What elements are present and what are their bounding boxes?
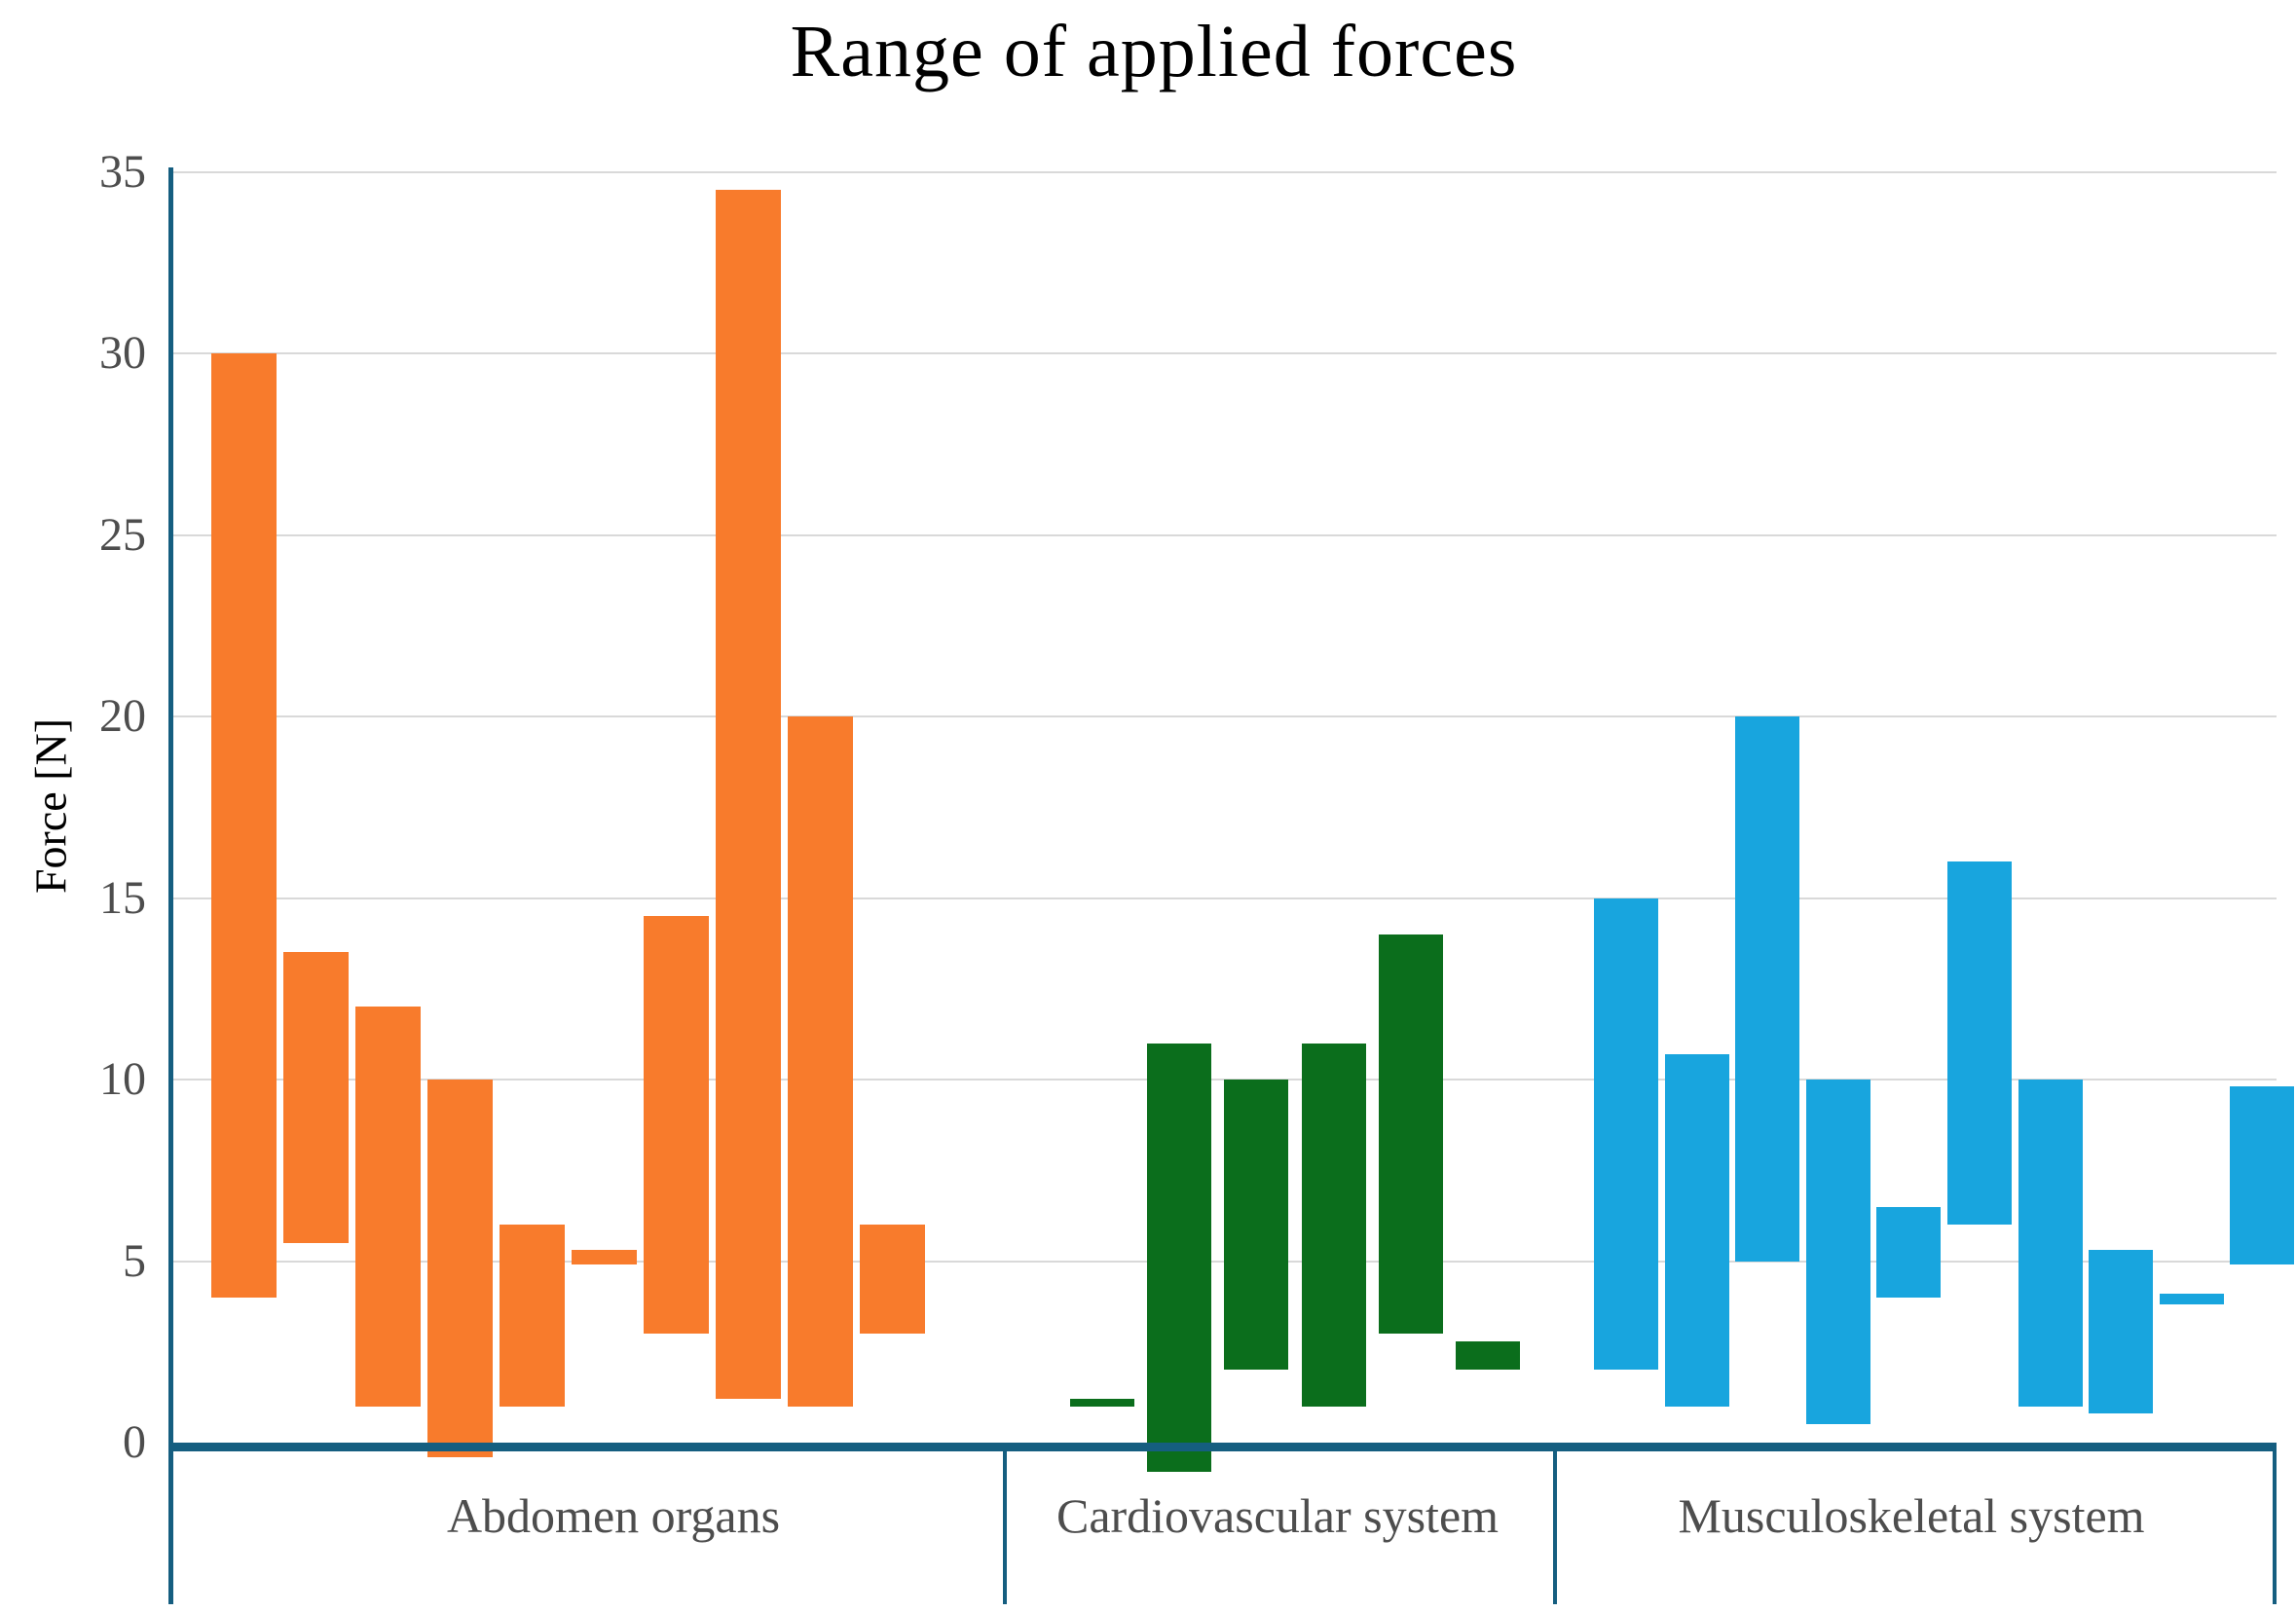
- range-bar: [1594, 898, 1658, 1371]
- y-tick-label: 35: [99, 145, 146, 198]
- y-axis-line: [168, 167, 173, 1604]
- zero-axis-line: [173, 1443, 2277, 1451]
- range-bar: [860, 1225, 925, 1335]
- category-label: Musculoskeletal system: [1678, 1488, 2145, 1543]
- range-bar: [2018, 1080, 2083, 1407]
- category-divider: [2273, 1451, 2277, 1604]
- range-bar: [2159, 1294, 2224, 1305]
- y-tick-label: 25: [99, 508, 146, 561]
- y-tick-label: 5: [123, 1234, 146, 1287]
- category-divider: [1553, 1451, 1557, 1604]
- category-divider: [1003, 1451, 1007, 1604]
- range-bar: [355, 1007, 421, 1407]
- range-bar: [788, 716, 853, 1407]
- range-bar: [1224, 1080, 1289, 1371]
- range-bar: [1147, 1043, 1212, 1472]
- gridline: [173, 715, 2277, 717]
- y-tick-label: 20: [99, 690, 146, 742]
- range-bar: [211, 353, 277, 1298]
- range-bar: [1456, 1340, 1520, 1371]
- range-bar: [572, 1250, 637, 1265]
- range-bar: [1876, 1206, 1942, 1298]
- range-bar: [283, 952, 349, 1243]
- gridline: [173, 533, 2277, 536]
- range-bar: [716, 190, 781, 1400]
- gridline: [173, 170, 2277, 173]
- range-bar: [500, 1225, 565, 1407]
- range-bar: [1805, 1080, 1870, 1425]
- y-tick-label: 30: [99, 327, 146, 379]
- range-bar: [1070, 1399, 1134, 1407]
- gridline: [173, 352, 2277, 354]
- category-label: Abdomen organs: [446, 1488, 781, 1543]
- range-bar: [2230, 1086, 2295, 1265]
- range-bar: [1301, 1043, 1366, 1407]
- chart-title: Range of applied forces: [790, 11, 1518, 92]
- y-tick-label: 10: [99, 1053, 146, 1105]
- range-bar: [2089, 1250, 2154, 1414]
- y-tick-label: 0: [123, 1416, 146, 1468]
- range-bar: [1947, 861, 2012, 1226]
- range-bar: [427, 1080, 493, 1457]
- range-bar: [1735, 716, 1800, 1262]
- range-bar: [644, 916, 709, 1335]
- y-tick-label: 15: [99, 871, 146, 924]
- range-bar: [1664, 1053, 1729, 1407]
- gridline: [173, 897, 2277, 899]
- category-label: Cardiovascular system: [1055, 1488, 1500, 1543]
- range-bar: [1378, 934, 1443, 1335]
